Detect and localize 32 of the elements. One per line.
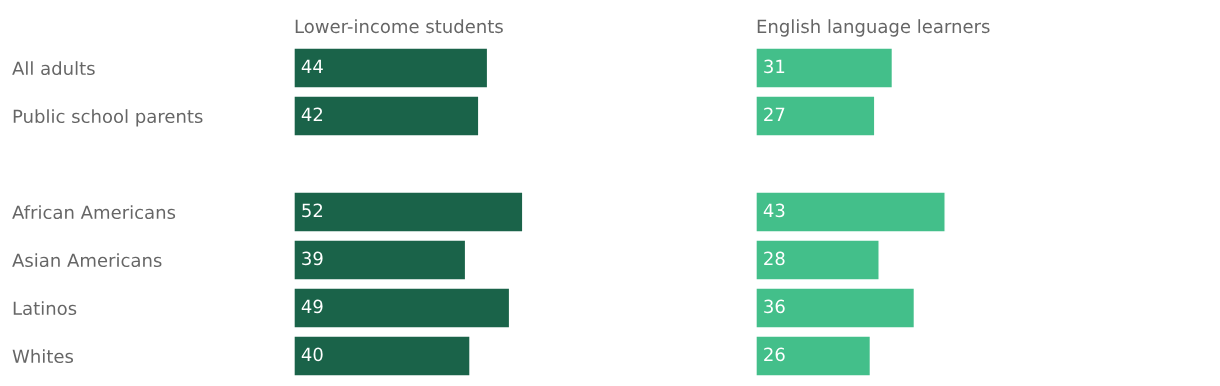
bar: [294, 239, 467, 281]
data-label: 39: [302, 251, 323, 266]
data-label: 26: [764, 347, 785, 362]
bar: [756, 95, 876, 137]
data-label: 42: [301, 107, 323, 121]
bar: [756, 287, 916, 329]
data-label: 43: [763, 203, 785, 218]
bar: [756, 335, 872, 377]
data-label: 27: [764, 107, 785, 121]
data-label: 44: [301, 59, 323, 73]
chart-title: English language learners: [757, 19, 990, 37]
bar: [756, 47, 894, 89]
bar: [294, 191, 524, 233]
bar: [294, 95, 480, 137]
chart-title: Lower-income students: [295, 19, 503, 34]
data-label: 28: [764, 251, 785, 266]
data-label: 49: [301, 299, 323, 314]
bar: [294, 287, 511, 329]
data-label: 40: [301, 347, 323, 362]
data-label: 52: [302, 203, 323, 218]
bar: [756, 239, 880, 281]
y-tick-label: All adults: [12, 61, 95, 76]
bar: [294, 335, 471, 377]
y-tick-label: Whites: [12, 349, 74, 364]
data-label: 36: [764, 299, 785, 314]
y-tick-label: African Americans: [12, 205, 176, 220]
data-label: 31: [764, 59, 785, 74]
y-tick-label: Public school parents: [13, 109, 203, 127]
bar: [294, 47, 489, 89]
bar: [756, 191, 946, 233]
y-tick-label: Asian Americans: [12, 253, 162, 268]
y-tick-label: Latinos: [13, 301, 77, 316]
